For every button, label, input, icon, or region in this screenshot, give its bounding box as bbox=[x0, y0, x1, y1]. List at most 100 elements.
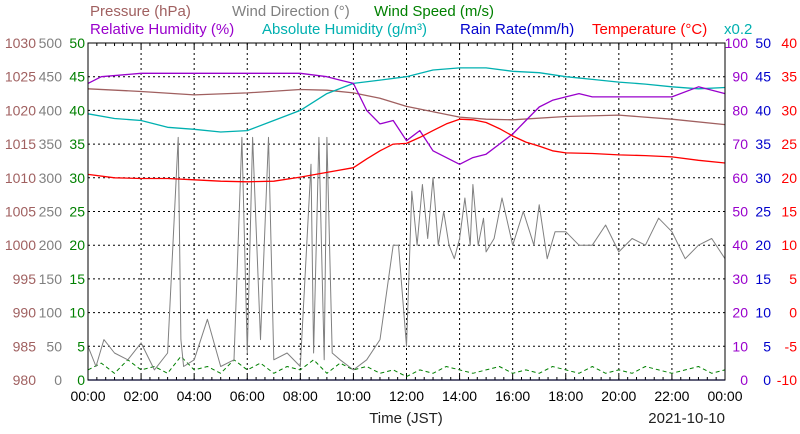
plot-frame bbox=[87, 42, 726, 381]
axis-tick-label-rain-rate: 10 bbox=[755, 305, 771, 321]
axis-tick-label-wind-speed: 25 bbox=[69, 204, 85, 220]
series-wind-direction bbox=[87, 136, 726, 371]
axis-tick-label-wind-direction: 350 bbox=[39, 136, 63, 152]
x-axis: 00:00 02:00 04:00 06:00 08:00 10:00 12:00 14:00… bbox=[70, 388, 742, 404]
x-tick-label: 12:00 bbox=[389, 388, 424, 404]
axis-tick-label-temperature: 35 bbox=[781, 69, 797, 85]
axis-tick-label-relative-humidity: 40 bbox=[732, 237, 748, 253]
axis-tick-label-rain-rate: 20 bbox=[755, 237, 771, 253]
axis-tick-label-wind-direction: 500 bbox=[39, 35, 63, 51]
series-wind-speed-m-s bbox=[87, 355, 726, 378]
legend-wind-direction: Wind Direction (°) bbox=[232, 3, 350, 20]
axis-tick-label-relative-humidity: 0 bbox=[740, 372, 748, 388]
axis-tick-label-wind-speed: 45 bbox=[69, 69, 85, 85]
axis-tick-label-relative-humidity: 80 bbox=[732, 102, 748, 118]
x-tick-label: 14:00 bbox=[442, 388, 477, 404]
axis-tick-label-pressure: 1030 bbox=[5, 35, 36, 51]
legend-relative-humidity: Relative Humidity (%) bbox=[90, 21, 234, 38]
x-tick-label: 06:00 bbox=[230, 388, 265, 404]
axis-tick-label-temperature: 0 bbox=[789, 305, 797, 321]
axis-tick-label-rain-rate: 30 bbox=[755, 170, 771, 186]
axis-tick-label-pressure: 1000 bbox=[5, 237, 36, 253]
axis-tick-label-temperature: 30 bbox=[781, 102, 797, 118]
axis-tick-label-wind-speed: 15 bbox=[69, 271, 85, 287]
x-axis-label: Time (JST) bbox=[369, 410, 443, 427]
series-temperature-c bbox=[87, 118, 726, 183]
x-tick-label: 22:00 bbox=[654, 388, 689, 404]
legend-wind-speed: Wind Speed (m/s) bbox=[374, 3, 494, 20]
axis-tick-label-pressure: 995 bbox=[13, 271, 37, 287]
axis-tick-label-relative-humidity: 70 bbox=[732, 136, 748, 152]
x-tick-label: 20:00 bbox=[601, 388, 636, 404]
axis-tick-label-wind-direction: 200 bbox=[39, 237, 63, 253]
axis-tick-label-rain-rate: 0 bbox=[763, 372, 771, 388]
x-tick-label: 08:00 bbox=[283, 388, 318, 404]
legend-rain-rate: Rain Rate(mm/h) bbox=[460, 21, 574, 38]
left-axes: 1030102510201015101010051000995990985980… bbox=[5, 35, 85, 388]
legend-absolute-humidity: Absolute Humidity (g/m³) bbox=[262, 21, 427, 38]
axis-tick-label-pressure: 980 bbox=[13, 372, 37, 388]
axis-tick-label-wind-speed: 30 bbox=[69, 170, 85, 186]
axis-tick-label-rain-rate: 50 bbox=[755, 35, 771, 51]
axis-tick-label-rain-rate: 15 bbox=[755, 271, 771, 287]
axis-tick-label-temperature: 40 bbox=[781, 35, 797, 51]
axis-tick-label-relative-humidity: 60 bbox=[732, 170, 748, 186]
axis-tick-label-wind-direction: 300 bbox=[39, 170, 63, 186]
axis-tick-label-pressure: 1005 bbox=[5, 204, 36, 220]
axis-tick-label-temperature: 5 bbox=[789, 271, 797, 287]
axis-tick-label-rain-rate: 5 bbox=[763, 338, 771, 354]
x-tick-label: 04:00 bbox=[177, 388, 212, 404]
legend: Pressure (hPa) Wind Direction (°) Wind S… bbox=[90, 3, 752, 38]
axis-tick-label-wind-speed: 0 bbox=[77, 372, 85, 388]
x-tick-label: 00:00 bbox=[707, 388, 742, 404]
axis-tick-label-temperature: 15 bbox=[781, 204, 797, 220]
axis-tick-label-pressure: 990 bbox=[13, 305, 37, 321]
axis-tick-label-temperature: -5 bbox=[785, 338, 798, 354]
axis-tick-label-relative-humidity: 10 bbox=[732, 338, 748, 354]
legend-pressure: Pressure (hPa) bbox=[90, 3, 191, 20]
legend-scale-note: x0.2 bbox=[724, 21, 752, 38]
axis-tick-label-rain-rate: 35 bbox=[755, 136, 771, 152]
x-tick-label: 02:00 bbox=[124, 388, 159, 404]
axis-tick-label-pressure: 1015 bbox=[5, 136, 36, 152]
axis-tick-label-pressure: 1025 bbox=[5, 69, 36, 85]
axis-tick-label-pressure: 1020 bbox=[5, 102, 36, 118]
axis-tick-label-temperature: 20 bbox=[781, 170, 797, 186]
axis-tick-label-wind-direction: 100 bbox=[39, 305, 63, 321]
axis-tick-label-wind-direction: 0 bbox=[54, 372, 62, 388]
axis-tick-label-rain-rate: 25 bbox=[755, 204, 771, 220]
axis-tick-label-wind-direction: 450 bbox=[39, 69, 63, 85]
axis-tick-label-wind-speed: 5 bbox=[77, 338, 85, 354]
x-tick-label: 16:00 bbox=[495, 388, 530, 404]
axis-tick-label-wind-direction: 250 bbox=[39, 204, 63, 220]
axis-tick-label-wind-speed: 40 bbox=[69, 102, 85, 118]
axis-tick-label-wind-speed: 10 bbox=[69, 305, 85, 321]
series-pressure-hpa bbox=[87, 88, 726, 126]
x-tick-label: 00:00 bbox=[70, 388, 105, 404]
series-absolute-humidity-g-m bbox=[87, 67, 726, 133]
axis-tick-label-relative-humidity: 100 bbox=[725, 35, 749, 51]
legend-temperature: Temperature (°C) bbox=[592, 21, 707, 38]
axis-tick-label-temperature: 10 bbox=[781, 237, 797, 253]
axis-tick-label-relative-humidity: 50 bbox=[732, 204, 748, 220]
x-tick-label: 10:00 bbox=[336, 388, 371, 404]
right-axes: 1009080706050403020100504540353025201510… bbox=[725, 35, 798, 388]
axis-tick-label-wind-speed: 35 bbox=[69, 136, 85, 152]
axis-tick-label-wind-direction: 50 bbox=[46, 338, 62, 354]
axis-tick-label-temperature: 25 bbox=[781, 136, 797, 152]
axis-tick-label-rain-rate: 45 bbox=[755, 69, 771, 85]
axis-tick-label-wind-speed: 20 bbox=[69, 237, 85, 253]
chart-date: 2021-10-10 bbox=[648, 410, 725, 427]
series bbox=[87, 67, 726, 381]
axis-tick-label-relative-humidity: 90 bbox=[732, 69, 748, 85]
axis-tick-label-relative-humidity: 30 bbox=[732, 271, 748, 287]
axis-tick-label-wind-speed: 50 bbox=[69, 35, 85, 51]
axis-tick-label-pressure: 985 bbox=[13, 338, 37, 354]
axis-tick-label-temperature: -10 bbox=[777, 372, 797, 388]
axis-tick-label-relative-humidity: 20 bbox=[732, 305, 748, 321]
series-relative-humidity bbox=[87, 72, 726, 165]
axis-tick-label-wind-direction: 400 bbox=[39, 102, 63, 118]
x-tick-label: 18:00 bbox=[548, 388, 583, 404]
